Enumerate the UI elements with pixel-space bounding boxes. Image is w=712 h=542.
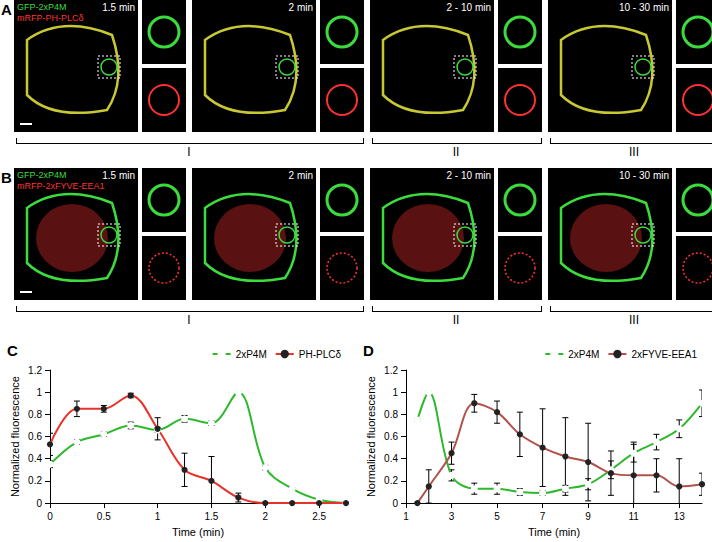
html-text:B GFP-2xP4M: B GFP-2xP4M	[1, 169, 67, 186]
svg-text:11: 11	[628, 511, 639, 522]
html-text:2 - 10 min: 2 - 10 min	[446, 2, 491, 13]
svg-text:0.2: 0.2	[28, 475, 42, 486]
svg-text:1: 1	[155, 511, 161, 522]
html-text:I: I	[187, 313, 191, 327]
svg-text:1.2: 1.2	[384, 365, 398, 376]
html-text:A GFP-2xP4M: A GFP-2xP4M	[1, 1, 67, 18]
svg-text:2xP4M: 2xP4M	[568, 349, 599, 360]
svg-text:D: D	[363, 342, 374, 359]
html-text:II: II	[452, 313, 460, 327]
svg-text:PH-PLCδ: PH-PLCδ	[299, 349, 342, 360]
svg-text:0: 0	[47, 511, 53, 522]
svg-text:Time (min): Time (min)	[172, 526, 224, 538]
html-text:mRFP-2xFYVE-EEA1: mRFP-2xFYVE-EEA1	[17, 181, 105, 191]
html-text:2 min: 2 min	[288, 170, 313, 181]
svg-text:0.8: 0.8	[384, 409, 398, 420]
svg-text:0.4: 0.4	[28, 453, 42, 464]
svg-text:5: 5	[494, 511, 500, 522]
svg-text:Normalized fluorescence: Normalized fluorescence	[9, 376, 21, 497]
svg-text:1.5: 1.5	[205, 511, 219, 522]
svg-text:1: 1	[403, 511, 409, 522]
svg-text:Normalized fluorescence: Normalized fluorescence	[365, 376, 377, 497]
svg-text:0.6: 0.6	[28, 431, 42, 442]
html-text:I: I	[187, 145, 191, 159]
svg-text:1: 1	[392, 387, 398, 398]
svg-text:13: 13	[674, 511, 686, 522]
svg-text:2.5: 2.5	[312, 511, 326, 522]
svg-text:2xP4M: 2xP4M	[236, 349, 267, 360]
html-text:1.5 min: 1.5 min	[102, 2, 135, 13]
html-text:III: III	[629, 145, 639, 159]
svg-text:Time (min): Time (min)	[528, 526, 580, 538]
svg-text:0.5: 0.5	[97, 511, 111, 522]
html-text:10 - 30 min: 10 - 30 min	[619, 170, 669, 181]
svg-text:9: 9	[585, 511, 591, 522]
html-text:10 - 30 min: 10 - 30 min	[619, 2, 669, 13]
html-text:1.5 min: 1.5 min	[102, 170, 135, 181]
svg-text:7: 7	[540, 511, 546, 522]
html-text:III: III	[629, 313, 639, 327]
svg-text:2: 2	[262, 511, 268, 522]
html-text:mRFP-PH-PLCδ: mRFP-PH-PLCδ	[17, 13, 84, 23]
svg-text:0: 0	[36, 498, 42, 509]
svg-text:0.2: 0.2	[384, 475, 398, 486]
svg-text:2xFYVE-EEA1: 2xFYVE-EEA1	[631, 349, 697, 360]
html-text:2 min: 2 min	[288, 2, 313, 13]
svg-text:0.8: 0.8	[28, 409, 42, 420]
svg-text:1.2: 1.2	[28, 365, 42, 376]
svg-text:3: 3	[449, 511, 455, 522]
svg-text:0.4: 0.4	[384, 453, 398, 464]
svg-text:1: 1	[36, 387, 42, 398]
html-text:2 - 10 min: 2 - 10 min	[446, 170, 491, 181]
svg-text:0.6: 0.6	[384, 431, 398, 442]
svg-text:0: 0	[392, 498, 398, 509]
svg-text:C: C	[7, 342, 18, 359]
html-text:II: II	[452, 145, 460, 159]
